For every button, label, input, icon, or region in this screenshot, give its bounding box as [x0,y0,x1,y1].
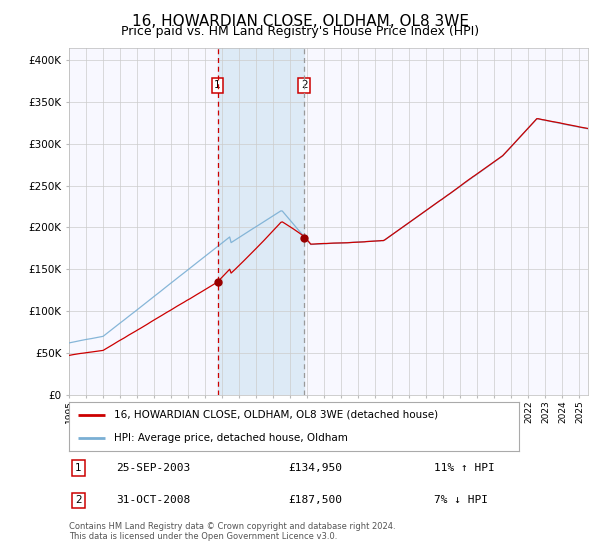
Text: 2: 2 [301,80,308,90]
Text: 1: 1 [75,463,82,473]
Text: 31-OCT-2008: 31-OCT-2008 [116,496,190,506]
Text: Price paid vs. HM Land Registry's House Price Index (HPI): Price paid vs. HM Land Registry's House … [121,25,479,38]
Text: 16, HOWARDIAN CLOSE, OLDHAM, OL8 3WE: 16, HOWARDIAN CLOSE, OLDHAM, OL8 3WE [131,14,469,29]
Text: £187,500: £187,500 [288,496,342,506]
Bar [218,48,304,395]
Text: 16, HOWARDIAN CLOSE, OLDHAM, OL8 3WE (detached house): 16, HOWARDIAN CLOSE, OLDHAM, OL8 3WE (de… [114,410,438,420]
Text: 7% ↓ HPI: 7% ↓ HPI [434,496,488,506]
Text: HPI: Average price, detached house, Oldham: HPI: Average price, detached house, Oldh… [114,433,348,444]
Text: 2: 2 [75,496,82,506]
Text: 25-SEP-2003: 25-SEP-2003 [116,463,190,473]
Text: 11% ↑ HPI: 11% ↑ HPI [434,463,495,473]
Text: 1: 1 [214,80,221,90]
Text: Contains HM Land Registry data © Crown copyright and database right 2024.
This d: Contains HM Land Registry data © Crown c… [69,522,395,542]
Text: £134,950: £134,950 [288,463,342,473]
